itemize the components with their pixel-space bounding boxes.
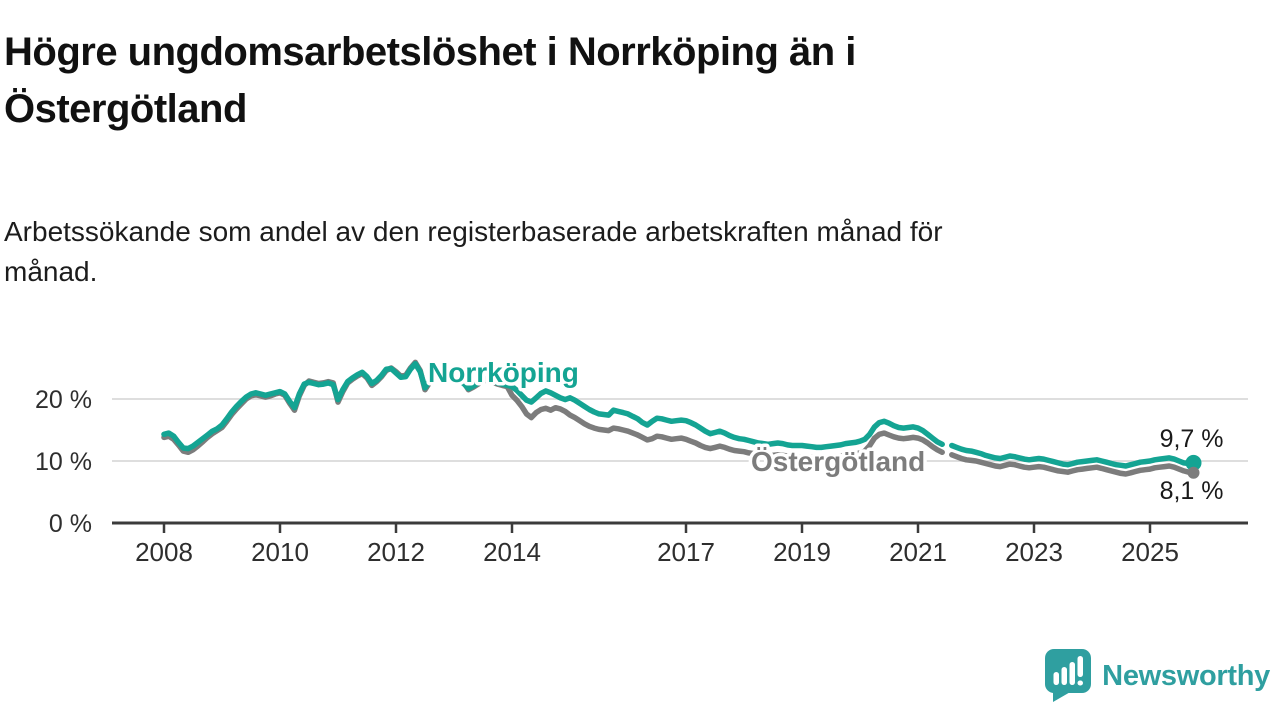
x-tick-label: 2010: [251, 537, 309, 567]
end-value-label: 9,7 %: [1160, 425, 1224, 453]
end-value-label: 8,1 %: [1160, 477, 1224, 505]
x-tick-label: 2017: [657, 537, 715, 567]
title-line-2: Östergötland: [4, 87, 247, 131]
x-tick-label: 2012: [367, 537, 425, 567]
x-tick-label: 2019: [773, 537, 831, 567]
x-tick-label: 2021: [889, 537, 947, 567]
title-line-1: Högre ungdomsarbetslöshet i Norrköping ä…: [4, 30, 856, 74]
x-tick-label: 2023: [1005, 537, 1063, 567]
series-line-norrkoping: [161, 360, 1197, 469]
x-tick-label: 2014: [483, 537, 541, 567]
x-tick-label: 2008: [135, 537, 193, 567]
end-dot-norrkoping: [1185, 454, 1202, 471]
brand-name: Newsworthy: [1102, 660, 1270, 692]
series-label-ostergotland: Östergötland: [751, 446, 925, 477]
end-dot-ostergotland: [1187, 466, 1200, 479]
subtitle-line-2: månad.: [4, 256, 98, 287]
series-label-norrkoping: Norrköping: [428, 357, 579, 388]
chart-subtitle: Arbetssökande som andel av den registerb…: [4, 212, 1204, 292]
x-tick-label: 2025: [1121, 537, 1179, 567]
newsworthy-logo: Newsworthy: [1045, 649, 1270, 704]
y-tick-label: 0 %: [49, 510, 92, 538]
chart-title: Högre ungdomsarbetslöshet i Norrköping ä…: [4, 24, 1124, 138]
y-tick-label: 20 %: [35, 386, 92, 414]
newsworthy-icon: [1045, 649, 1092, 702]
y-tick-label: 10 %: [35, 448, 92, 476]
subtitle-line-1: Arbetssökande som andel av den registerb…: [4, 216, 943, 247]
